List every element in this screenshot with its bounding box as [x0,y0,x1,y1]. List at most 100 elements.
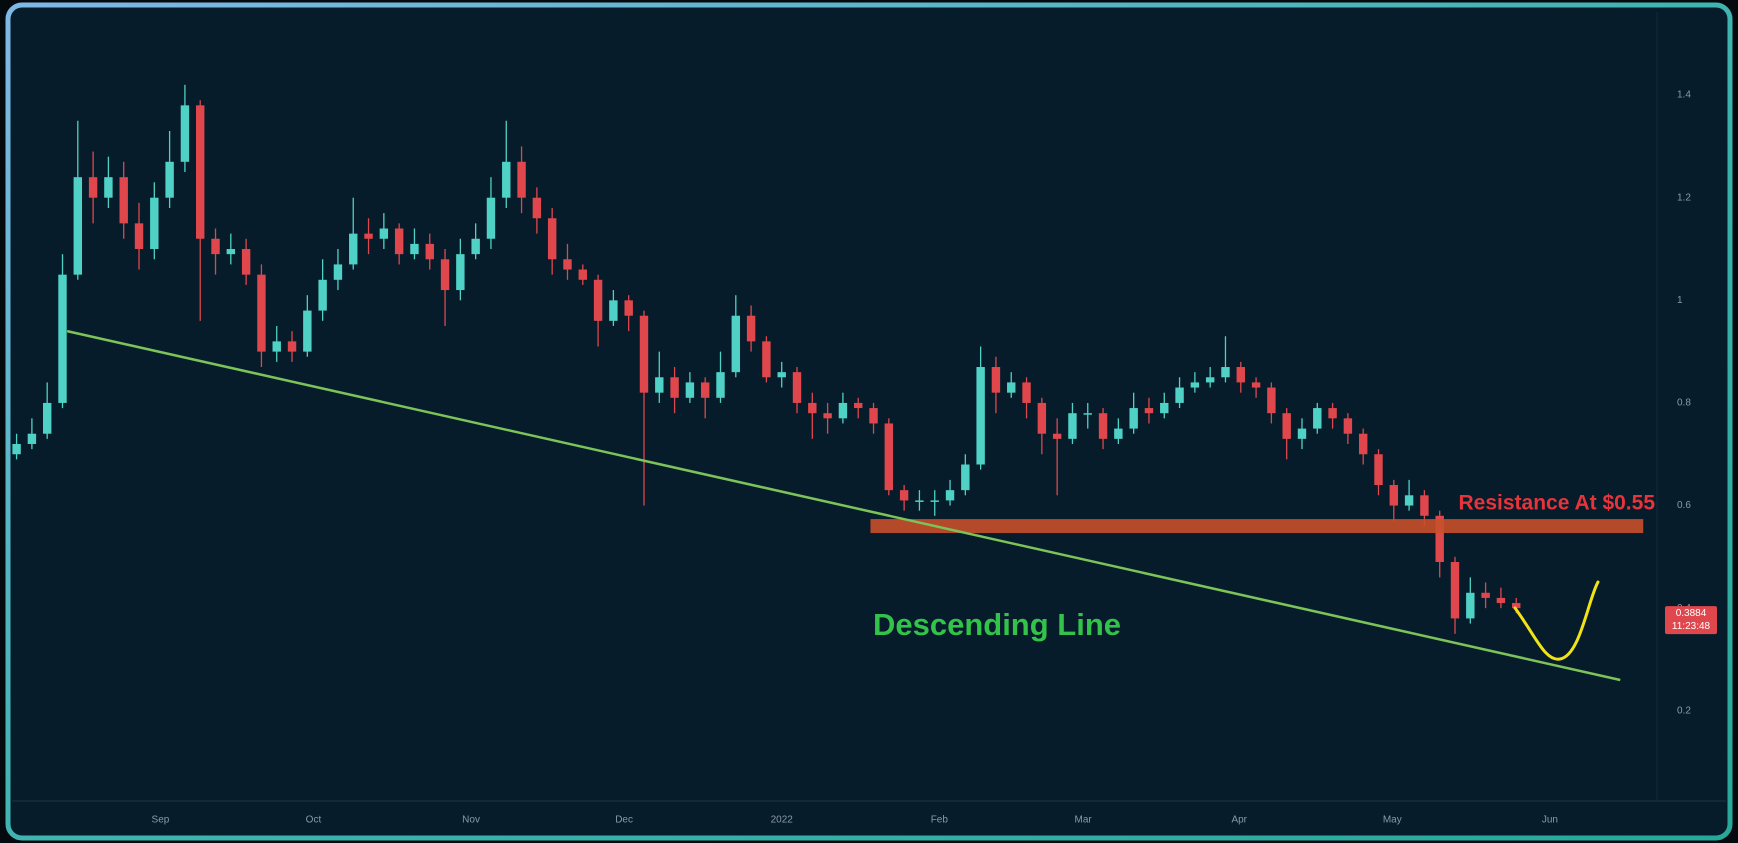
y-tick-label: 0.8 [1677,398,1691,409]
candle-body [379,228,389,239]
candle-body [1129,408,1138,429]
candle-body [563,259,572,270]
candle-body [731,315,741,373]
candle-body [440,259,450,291]
candle-body [655,377,664,393]
candle-body [700,382,710,398]
candle-body [716,372,725,398]
candle-body [257,274,266,352]
candle-body [303,310,312,352]
candle-body [578,269,587,280]
candle-body [1083,413,1092,415]
candle-body [1068,413,1077,439]
candle-body [869,408,878,424]
x-tick-label: Oct [306,815,322,826]
candle-body [165,161,174,198]
candle-body [685,382,695,398]
candle-body [471,238,480,255]
candle-body [134,223,144,250]
marks [12,84,1521,634]
x-tick-label: May [1383,815,1402,826]
candle-body [1022,382,1031,403]
candle-body [502,161,511,198]
candle-body [624,300,633,316]
candle-body [425,243,434,260]
candle-body [823,413,832,419]
candle-body [1466,592,1475,619]
candle-body [808,402,817,414]
candle-body [180,105,190,162]
x-tick-label: Jun [1542,815,1558,826]
candle-body [318,279,327,311]
x-tick-label: Nov [462,815,480,826]
candle-body [42,402,52,434]
candle-body [1190,382,1200,388]
candle-body [88,177,98,198]
y-tick-label: 0.6 [1677,500,1691,511]
candle-body [517,161,526,198]
candle-body [272,341,281,352]
y-tick-label: 0.2 [1677,705,1691,716]
candle-body [1175,387,1184,403]
candle-body [58,274,67,403]
candle-body [349,233,358,265]
candle-body [961,464,970,491]
candle-body [12,443,21,455]
candle-body [1267,387,1276,414]
candle-body [854,402,863,409]
last-price: 0.3884 [1676,608,1707,619]
candle-body [1374,454,1383,486]
candle-body [1282,413,1291,439]
candle-body [945,490,955,501]
candle-body [1144,408,1154,414]
candle-body [1205,377,1215,383]
candle-body [1251,382,1261,388]
candle-body [1114,428,1123,439]
candle-body [532,197,542,219]
candle-body [746,315,756,342]
candle-body [73,177,83,275]
candle-body [670,377,679,398]
overlays [66,329,1644,682]
candle-body [762,341,771,378]
candle-body [410,243,419,255]
candle-body [1313,408,1322,429]
candle-body [1450,561,1460,619]
candle-body [1098,413,1108,439]
candle-body [1007,382,1016,393]
candle-body [991,367,1001,393]
countdown: 11:23:48 [1672,621,1711,632]
candle-body [1297,428,1307,439]
candle-body [609,300,618,321]
x-tick-label: Feb [931,815,949,826]
y-tick-label: 1.2 [1677,192,1691,203]
candle-body [930,500,939,502]
candle-body [196,105,205,239]
candle-body [1037,402,1047,434]
trendline [66,329,1621,682]
x-tick-label: Dec [615,815,633,826]
y-tick-label: 1.4 [1677,90,1691,101]
candle-body [1512,603,1521,609]
candle-body [1160,402,1169,414]
candle-body [364,233,373,239]
candle-body [1236,367,1245,383]
candle-body [1496,597,1506,604]
x-tick-label: 2022 [771,815,794,826]
candle-body [792,372,802,403]
candle-body [226,249,236,255]
candle-body [1221,367,1230,378]
x-tick-label: Sep [152,815,170,826]
candle-body [547,218,557,260]
projection-curve [1513,580,1600,661]
candle-body [333,264,343,280]
candle-body [119,177,128,224]
candle-body [1328,408,1337,419]
candle-body [899,490,909,501]
candle-body [27,433,37,444]
candle-body [1358,433,1368,455]
candle-body [486,197,496,239]
candle-body [241,249,251,275]
candle-body [838,402,848,419]
